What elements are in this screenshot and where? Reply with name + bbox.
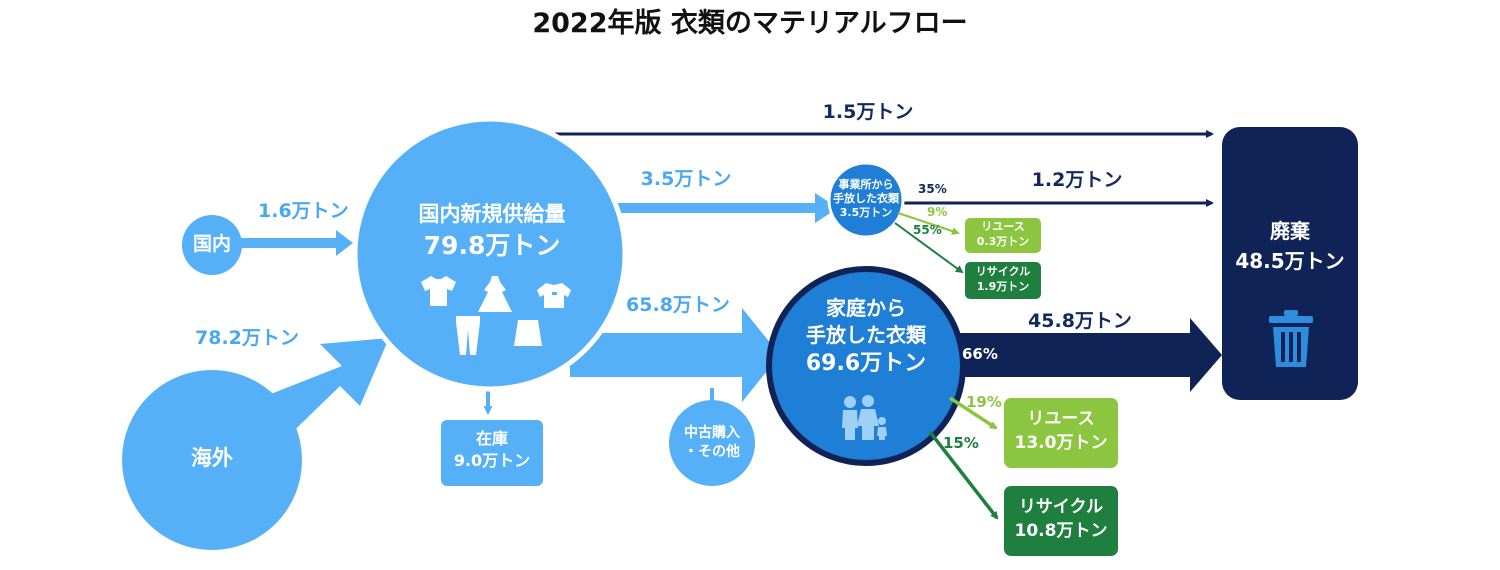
inventory-name: 在庫 [475,429,509,448]
jeans-icon [456,316,480,355]
arrow-business-to-recycle [894,222,964,274]
skirt-icon [514,320,542,346]
overseas-circle [122,370,302,550]
used-purchase-line1: 中古購入 [684,425,740,441]
new-supply-circle [352,116,628,392]
tshirt-icon [421,276,456,306]
recycle-large-name: リサイクル [1018,497,1104,517]
disposal-name: 廃棄 [1270,219,1310,243]
arrow-supply-to-household [570,308,780,402]
pct-household-recycle: 15% [943,434,979,452]
shirt-icon [537,283,571,308]
reuse-small-value: 0.3万トン [976,235,1030,248]
recycle-small-box [965,262,1041,299]
recycle-large-box [1004,486,1118,556]
reuse-large-value: 13.0万トン [1014,433,1108,453]
page-title: 2022年版 衣類のマテリアルフロー [532,8,968,39]
new-supply-value: 79.8万トン [423,231,561,260]
recycle-small-value: 1.9万トン [976,280,1030,293]
inventory-value: 9.0万トン [453,451,531,470]
flow-label-household-to-disposal: 45.8万トン [1028,310,1132,332]
dress-icon [478,276,512,312]
business-value: 3.5万トン [839,206,893,219]
arrow-household-to-recycle [928,430,999,520]
arrow-household-to-disposal [935,318,1222,392]
used-purchase-circle [669,400,755,486]
pct-business-disposal: 35% [918,182,947,196]
arrow-household-to-reuse [949,396,998,430]
reuse-small-box [965,218,1041,253]
reuse-small-name: リユース [981,220,1025,233]
reuse-large-box [1004,398,1118,468]
overseas-label: 海外 [191,446,233,470]
household-circle [766,266,966,466]
domestic-label: 国内 [192,233,232,255]
used-purchase-line2: ・その他 [684,444,740,460]
disposal-box [1222,127,1358,400]
inventory-box [441,420,543,486]
trash-icon [1269,310,1313,367]
domestic-circle [182,215,242,275]
business-line1: 事業所から [838,178,894,191]
recycle-large-value: 10.8万トン [1014,521,1108,541]
flow-label-supply-to-disposal: 1.5万トン [822,101,914,123]
business-line2: 手放した衣類 [833,192,899,205]
recycle-small-name: リサイクル [975,265,1031,278]
disposal-value: 48.5万トン [1235,249,1345,273]
household-value: 69.6万トン [805,351,927,376]
reuse-large-name: リユース [1027,409,1095,429]
household-line1: 家庭から [826,296,906,320]
business-circle [827,161,905,239]
pct-business-recycle: 55% [913,223,942,237]
flow-label-supply-to-household: 65.8万トン [626,294,730,316]
arrow-supply-to-business [590,193,838,223]
arrow-business-to-reuse [897,212,960,235]
flow-label-supply-to-business: 3.5万トン [640,168,732,190]
pct-household-disposal: 66% [962,345,998,363]
pct-household-reuse: 19% [966,393,1002,411]
flow-label-business-to-disposal: 1.2万トン [1031,169,1123,191]
new-supply-name: 国内新規供給量 [418,202,566,226]
family-icon [842,395,887,440]
arrow-domestic-in [228,230,353,256]
flow-label-domestic: 1.6万トン [258,200,349,222]
flow-label-overseas: 78.2万トン [195,327,299,349]
household-line2: 手放した衣類 [806,323,926,347]
pct-business-reuse: 9% [927,205,948,219]
